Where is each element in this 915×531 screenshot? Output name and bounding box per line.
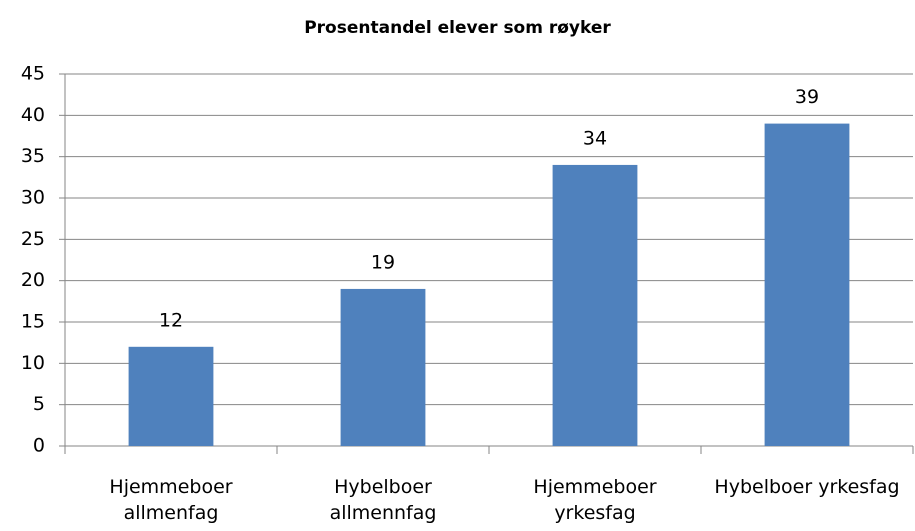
- data-label: 19: [371, 251, 395, 273]
- y-tick-label: 35: [21, 145, 45, 167]
- x-tick-label: Hjemmeboer yrkesfag: [533, 476, 657, 524]
- y-tick-label: 20: [21, 269, 45, 291]
- x-tick-label: Hybelboer yrkesfag: [714, 476, 900, 498]
- data-label: 12: [159, 309, 183, 331]
- y-tick-label: 25: [21, 228, 45, 250]
- bar: [552, 164, 638, 446]
- bar: [340, 288, 426, 446]
- bar: [128, 346, 214, 446]
- y-tick-label: 15: [21, 311, 45, 333]
- x-tick-label: Hybelboer allmennfag: [329, 476, 437, 524]
- y-tick-label: 10: [21, 352, 45, 374]
- y-tick-label: 45: [21, 63, 45, 85]
- y-tick-label: 5: [33, 393, 45, 415]
- y-tick-label: 40: [21, 104, 45, 126]
- bar: [764, 123, 850, 446]
- data-label: 39: [795, 86, 819, 108]
- chart-title: Prosentandel elever som røyker: [304, 18, 611, 38]
- x-tick-label: Hjemmeboer allmenfag: [109, 476, 233, 524]
- y-tick-label: 30: [21, 187, 45, 209]
- data-label: 34: [583, 127, 607, 149]
- y-tick-label: 0: [33, 435, 45, 457]
